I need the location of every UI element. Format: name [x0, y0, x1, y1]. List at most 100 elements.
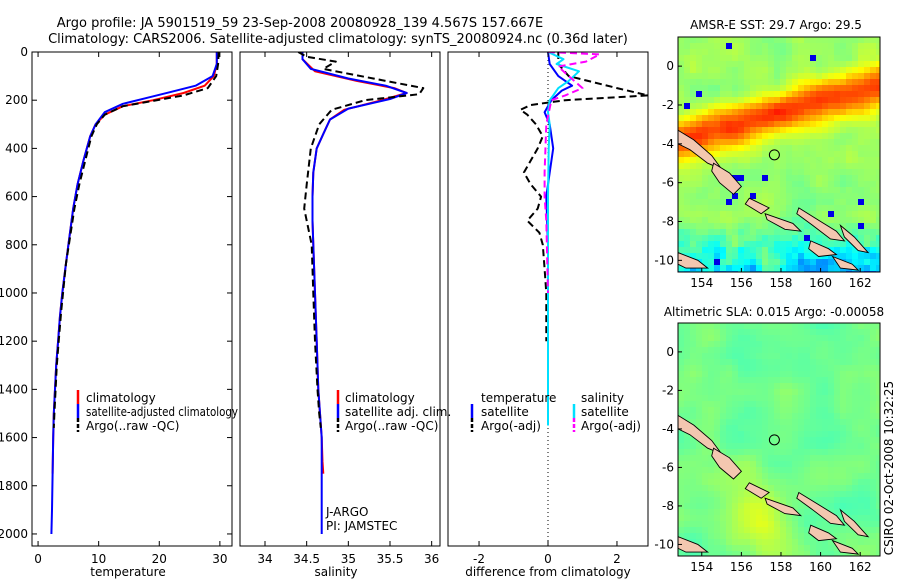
depth-ticks: 0 200 400 600 800 1000 1200 1400 1600 1800 2000	[0, 45, 232, 541]
map-x-tick-label: 156	[730, 560, 753, 574]
series-temperature-argo-adj-	[519, 52, 648, 342]
salinity-legend: climatology satellite adj. clim. Argo(..…	[336, 390, 451, 433]
island-outline	[808, 524, 838, 542]
salinity-xlabel: salinity	[314, 565, 357, 579]
sla-map-ticks: 154 156 158 160 162 0 -2 -4 -6 -8 -10	[654, 345, 871, 574]
temperature-panel: 0 10 20 30 0 200 400 600 800 1000 1200 1400 1600 180…	[0, 45, 238, 579]
y-tick-label: 2000	[0, 527, 28, 541]
island-outline	[711, 162, 743, 195]
legend-satellite-adjusted-climatology: satellite-adjusted climatology	[86, 405, 238, 419]
sla-map-title: Altimetric SLA: 0.015 Argo: -0.00058	[664, 305, 884, 319]
legend-satellite-adj-clim: satellite adj. clim.	[345, 405, 451, 419]
map-x-tick-label: 154	[690, 560, 713, 574]
sst-map-panel: AMSR-E SST: 29.7 Argo: 29.5 154 156 158 160…	[654, 18, 881, 290]
temperature-axes-frame	[31, 51, 233, 547]
map-x-tick-label: 156	[730, 276, 753, 290]
island-outline	[796, 207, 846, 242]
map-y-tick-label: -2	[662, 98, 674, 112]
x-tick-label: 0	[34, 552, 42, 566]
map-y-tick-label: -6	[662, 176, 674, 190]
y-tick-label: 400	[5, 141, 28, 155]
series-argo-raw-qc-	[52, 52, 220, 428]
series-satellite-adjusted-climatology	[50, 52, 218, 535]
island-outline	[808, 240, 838, 257]
difference-plot-area	[519, 52, 648, 546]
map-x-tick-label: 160	[809, 560, 832, 574]
x-tick-label: -2	[473, 552, 485, 566]
x-tick-label: 36	[424, 552, 439, 566]
legend-salinity-header: salinity	[581, 391, 624, 405]
title-line-2: Climatology: CARS2006. Satellite-adjuste…	[48, 32, 628, 47]
temperature-ticks: 0 10 20 30	[34, 52, 228, 566]
temperature-legend: climatology satellite-adjusted climatolo…	[76, 390, 238, 433]
y-tick-label: 200	[5, 93, 28, 107]
map-y-tick-label: -6	[662, 460, 674, 474]
y-tick-label: 1200	[0, 334, 28, 348]
argo-location-marker	[768, 149, 780, 161]
x-tick-label: 0	[544, 552, 552, 566]
y-tick-label: 1800	[0, 479, 28, 493]
island-outline	[764, 497, 803, 517]
x-tick-label: 20	[152, 552, 167, 566]
series-argo-raw-qc-	[297, 52, 425, 429]
salinity-ticks: 34 34.5 35 35.5 36	[257, 52, 439, 566]
sst-map-image	[678, 37, 880, 272]
island-outline	[744, 197, 770, 215]
island-outline	[678, 252, 709, 269]
legend-argo-raw: Argo(..raw -QC)	[86, 419, 179, 433]
legend-temp-satellite: satellite	[481, 405, 529, 419]
series-salinity-argo-adj-	[543, 52, 601, 294]
legend-argo-raw: Argo(..raw -QC)	[345, 419, 438, 433]
legend-climatology: climatology	[345, 391, 415, 405]
sst-map-title: AMSR-E SST: 29.7 Argo: 29.5	[690, 18, 862, 32]
sst-map-frame	[677, 36, 881, 273]
map-x-tick-label: 162	[849, 276, 872, 290]
map-y-tick-label: -10	[654, 537, 674, 551]
salinity-axes-frame	[239, 51, 441, 547]
difference-ticks: -2 0 2	[473, 52, 621, 566]
map-x-tick-label: 162	[849, 560, 872, 574]
x-tick-label: 35	[341, 552, 356, 566]
island-outline	[678, 536, 710, 553]
map-x-tick-label: 160	[809, 276, 832, 290]
map-x-tick-label: 158	[770, 276, 793, 290]
series-satellite-adj-clim-	[301, 52, 408, 534]
y-tick-label: 1400	[0, 382, 28, 396]
x-tick-label: 10	[91, 552, 106, 566]
legend-climatology: climatology	[86, 391, 156, 405]
difference-legend: temperature satellite Argo(-adj) salinit…	[470, 391, 641, 433]
island-outline	[839, 508, 870, 538]
map-y-tick-label: -8	[662, 499, 674, 513]
island-outline	[796, 491, 846, 526]
temperature-plot-area	[50, 52, 220, 535]
sst-map-ticks: 154 156 158 160 162 0 -2 -4 -6 -8 -10	[654, 59, 871, 290]
difference-xlabel: difference from climatology	[465, 565, 631, 579]
map-x-tick-label: 154	[690, 276, 713, 290]
sla-map-image	[678, 323, 880, 556]
y-tick-label: 800	[5, 238, 28, 252]
map-y-tick-label: -4	[662, 137, 674, 151]
island-outline	[831, 539, 860, 555]
x-tick-label: 35.5	[377, 552, 404, 566]
project-label: J-ARGO	[325, 505, 368, 519]
map-x-tick-label: 158	[770, 560, 793, 574]
x-tick-label: 2	[613, 552, 621, 566]
y-tick-label: 0	[20, 45, 28, 59]
legend-temperature-header: temperature	[481, 391, 556, 405]
series-salinity-satellite	[547, 52, 580, 426]
island-outline	[711, 447, 743, 480]
difference-panel: -2 0 2 difference from climatology tempera…	[447, 51, 649, 579]
x-tick-label: 34	[257, 552, 272, 566]
map-y-tick-label: -10	[654, 253, 674, 267]
map-y-tick-label: 0	[666, 345, 674, 359]
map-cells	[678, 37, 880, 272]
pi-label: PI: JAMSTEC	[326, 519, 397, 533]
island-outline	[831, 255, 860, 271]
map-y-tick-label: 0	[666, 59, 674, 73]
temperature-xlabel: temperature	[90, 565, 165, 579]
sla-map-frame	[677, 322, 881, 557]
island-outline	[744, 482, 770, 499]
x-tick-label: 34.5	[293, 552, 320, 566]
y-tick-label: 1600	[0, 431, 28, 445]
